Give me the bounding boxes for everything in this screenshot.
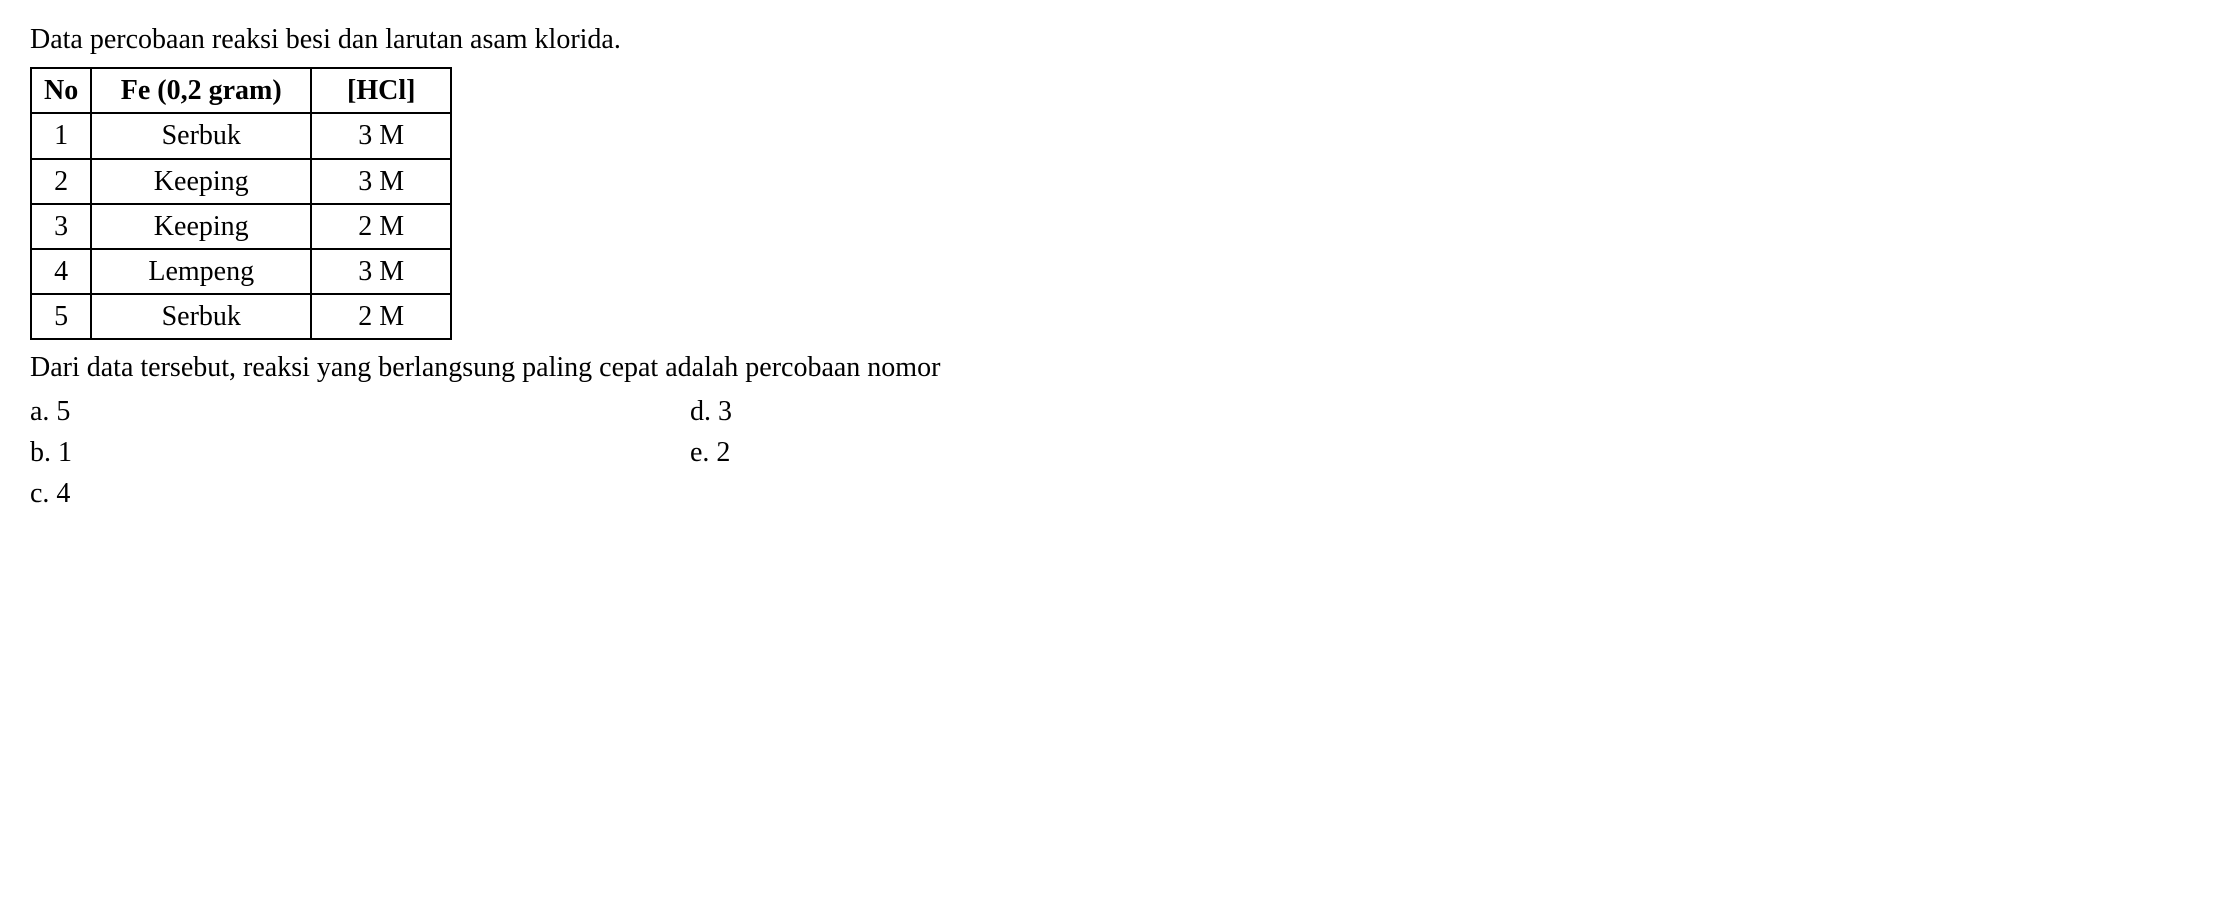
cell-no: 5 [31, 294, 91, 339]
answer-e: e. 2 [690, 433, 732, 472]
cell-fe: Keeping [91, 204, 311, 249]
cell-no: 1 [31, 113, 91, 158]
cell-fe: Serbuk [91, 113, 311, 158]
cell-hcl: 3 M [311, 113, 451, 158]
table-row: 4 Lempeng 3 M [31, 249, 451, 294]
header-hcl: [HCl] [311, 68, 451, 113]
cell-hcl: 3 M [311, 159, 451, 204]
cell-no: 2 [31, 159, 91, 204]
cell-no: 4 [31, 249, 91, 294]
header-fe: Fe (0,2 gram) [91, 68, 311, 113]
answer-a: a. 5 [30, 392, 690, 431]
cell-hcl: 2 M [311, 294, 451, 339]
answer-b: b. 1 [30, 433, 690, 472]
table-row: 1 Serbuk 3 M [31, 113, 451, 158]
table-row: 3 Keeping 2 M [31, 204, 451, 249]
cell-hcl: 2 M [311, 204, 451, 249]
cell-fe: Serbuk [91, 294, 311, 339]
cell-fe: Keeping [91, 159, 311, 204]
cell-no: 3 [31, 204, 91, 249]
intro-text: Data percobaan reaksi besi dan larutan a… [30, 20, 2186, 59]
data-table: No Fe (0,2 gram) [HCl] 1 Serbuk 3 M 2 Ke… [30, 67, 452, 340]
cell-hcl: 3 M [311, 249, 451, 294]
answers-container: a. 5 b. 1 c. 4 d. 3 e. 2 [30, 392, 2186, 516]
cell-fe: Lempeng [91, 249, 311, 294]
answer-c: c. 4 [30, 474, 690, 513]
table-row: 2 Keeping 3 M [31, 159, 451, 204]
table-header-row: No Fe (0,2 gram) [HCl] [31, 68, 451, 113]
table-row: 5 Serbuk 2 M [31, 294, 451, 339]
header-no: No [31, 68, 91, 113]
answer-d: d. 3 [690, 392, 732, 431]
question-text: Dari data tersebut, reaksi yang berlangs… [30, 348, 2186, 387]
answers-column-right: d. 3 e. 2 [690, 392, 732, 516]
answers-column-left: a. 5 b. 1 c. 4 [30, 392, 690, 516]
